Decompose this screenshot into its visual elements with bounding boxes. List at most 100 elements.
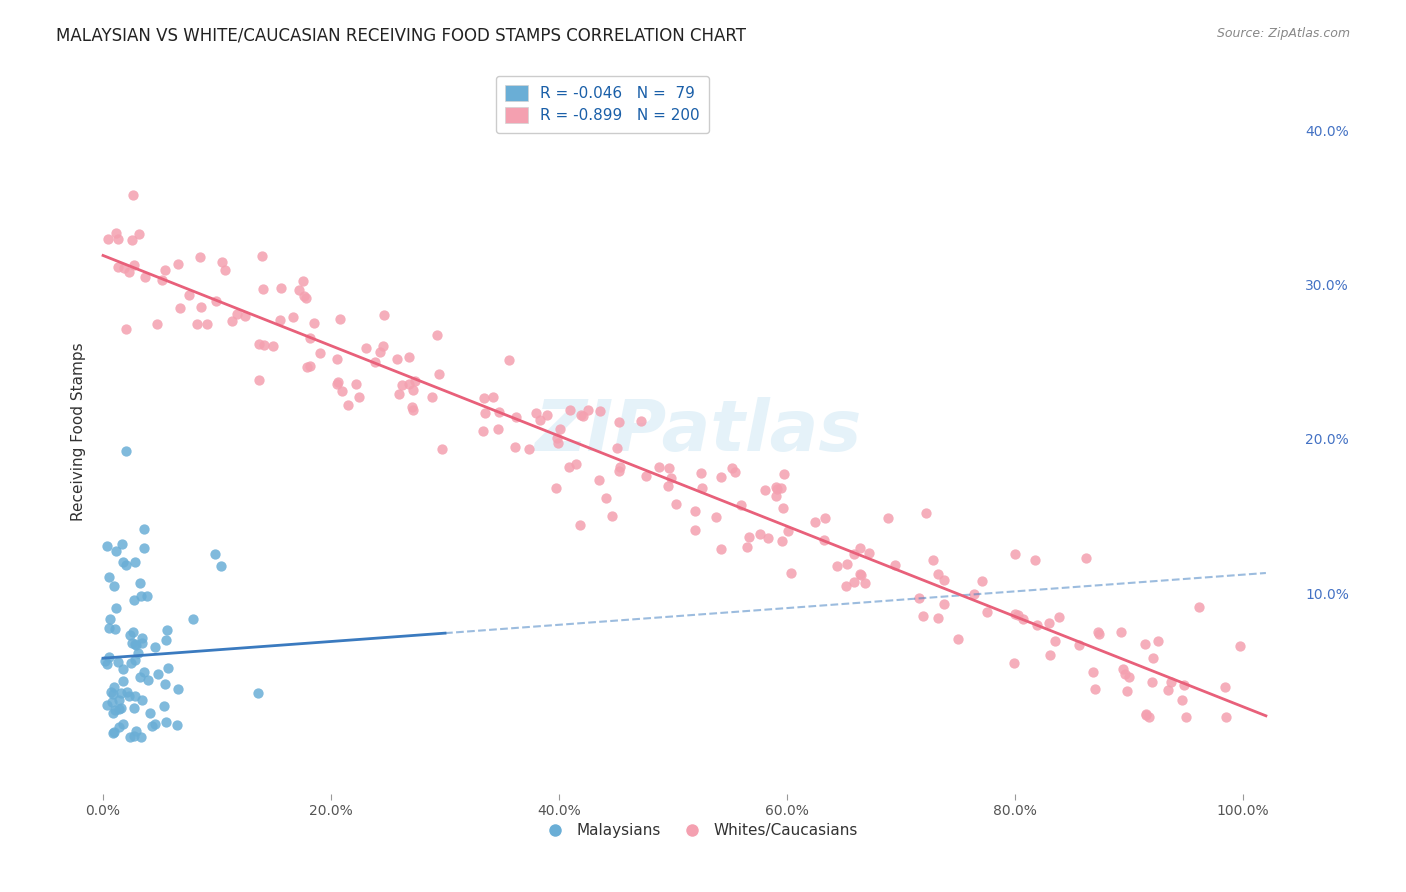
Point [756,531,779,545]
Point [536,409,558,423]
Point [544,481,567,495]
Point [124,653,146,667]
Point [430,442,453,457]
Point [1147,634,1170,648]
Point [156,623,179,637]
Point [96,698,118,712]
Point [927,566,949,581]
Point [120,628,142,642]
Point [124,637,146,651]
Point [167,681,190,696]
Point [131,730,153,744]
Point [295,291,318,305]
Point [704,510,727,524]
Point [104,601,127,615]
Point [765,489,787,503]
Point [848,541,870,555]
Point [1188,599,1211,614]
Point [253,338,276,352]
Point [188,250,211,264]
Point [329,311,352,326]
Point [127,646,149,660]
Point [1025,617,1047,632]
Point [657,479,679,493]
Point [145,317,167,331]
Point [724,465,747,479]
Point [558,403,581,417]
Point [107,655,129,669]
Point [1175,710,1198,724]
Point [125,724,148,739]
Point [915,506,938,520]
Point [124,593,146,607]
Point [250,249,273,263]
Point [110,701,132,715]
Point [749,526,772,541]
Point [344,376,367,391]
Point [1004,547,1026,561]
Point [683,503,706,517]
Point [107,693,129,707]
Point [111,716,134,731]
Point [330,384,353,398]
Point [1170,692,1192,706]
Point [932,597,955,611]
Point [488,404,510,418]
Point [1109,624,1132,639]
Point [105,543,128,558]
Point [600,508,623,523]
Point [128,575,150,590]
Point [735,540,758,554]
Point [405,374,427,388]
Point [298,359,321,373]
Point [1142,651,1164,665]
Point [1118,670,1140,684]
Point [124,701,146,715]
Point [107,232,129,246]
Point [398,376,420,391]
Point [401,401,423,415]
Point [576,402,599,417]
Point [388,386,411,401]
Point [204,547,226,561]
Point [391,378,413,392]
Point [1135,637,1157,651]
Point [634,469,657,483]
Point [139,706,162,720]
Point [120,731,142,745]
Point [1002,657,1025,671]
Point [710,469,733,483]
Point [132,522,155,536]
Point [754,483,776,497]
Point [709,542,731,557]
Point [1229,640,1251,654]
Point [825,559,848,574]
Point [98,612,121,626]
Point [588,473,610,487]
Point [851,568,873,582]
Point [122,258,145,272]
Point [1004,607,1026,621]
Point [1067,638,1090,652]
Point [155,714,177,729]
Point [103,726,125,740]
Point [205,293,228,308]
Point [834,578,856,592]
Point [155,632,177,647]
Point [842,547,865,561]
Point [153,699,176,714]
Point [765,480,787,494]
Point [472,392,495,406]
Point [486,422,509,436]
Point [114,322,136,336]
Point [858,546,880,560]
Point [472,424,495,438]
Point [607,464,630,478]
Point [103,724,125,739]
Point [292,289,315,303]
Point [1024,553,1046,567]
Point [659,471,682,485]
Point [328,375,350,389]
Point [104,622,127,636]
Point [104,703,127,717]
